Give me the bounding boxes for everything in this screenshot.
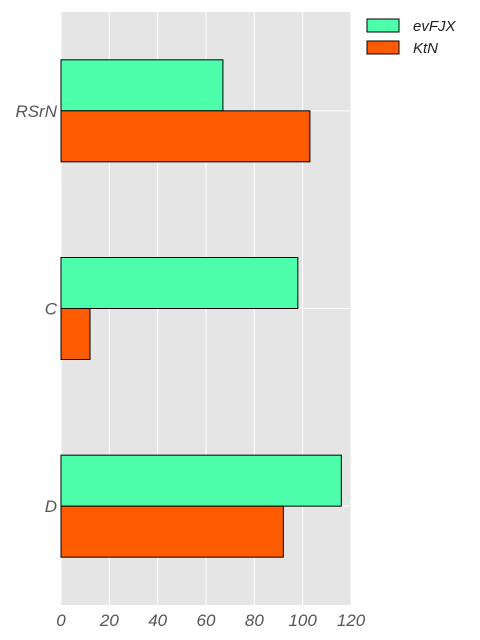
y-tick-label: D xyxy=(45,497,57,516)
legend: evFJX KtN xyxy=(366,18,457,57)
x-tick-label: 100 xyxy=(288,611,317,630)
x-tick-label: 0 xyxy=(56,611,66,630)
x-tick-label: 40 xyxy=(148,611,167,630)
bar-KtN-D xyxy=(60,505,284,558)
bar-evFJX-D xyxy=(60,454,342,507)
bar-KtN-RSrN xyxy=(60,110,311,163)
legend-label: KtN xyxy=(413,40,438,57)
x-tick-label: 20 xyxy=(99,611,119,630)
x-tick-label: 120 xyxy=(337,611,366,630)
bars xyxy=(60,59,342,558)
x-tick-label: 80 xyxy=(245,611,264,630)
legend-label: evFJX xyxy=(413,18,457,35)
bar-KtN-C xyxy=(60,308,91,360)
x-tick-label: 60 xyxy=(197,611,216,630)
y-tick-label: RSrN xyxy=(15,102,57,121)
y-tick-label: C xyxy=(45,300,58,319)
bar-evFJX-RSrN xyxy=(60,59,224,112)
legend-swatch-KtN xyxy=(366,40,400,55)
x-tick-labels: 0 20 40 60 80 100 120 xyxy=(56,611,365,630)
legend-swatch-evFJX xyxy=(366,18,400,33)
y-tick-labels: RSrN C D xyxy=(15,102,57,516)
bar-evFJX-C xyxy=(60,257,299,309)
